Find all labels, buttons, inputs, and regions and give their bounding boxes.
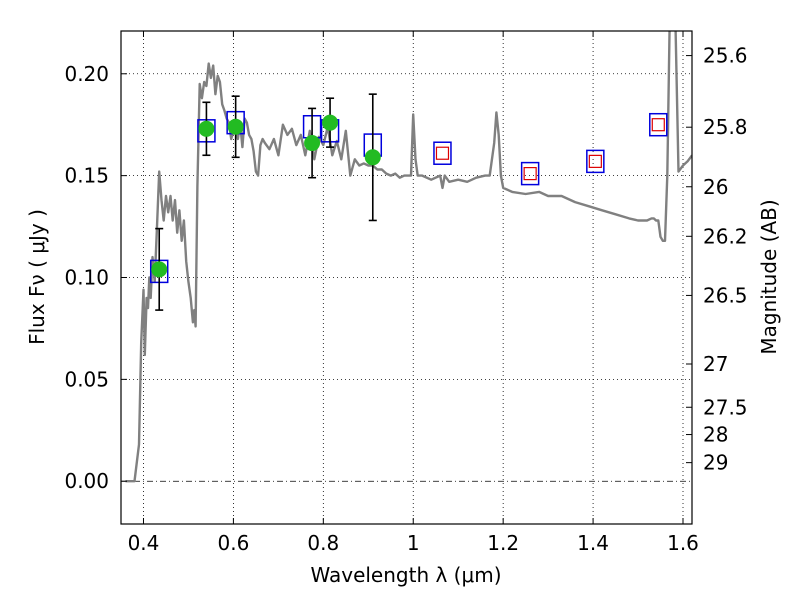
model-flux-box xyxy=(433,141,452,165)
observed-point xyxy=(304,135,321,152)
x-axis-title: Wavelength λ (μm) xyxy=(310,563,501,587)
grid xyxy=(121,31,692,524)
y-tick-label: 0.15 xyxy=(64,164,109,188)
mag-tick-label: 27.5 xyxy=(703,395,748,419)
observed-point xyxy=(227,118,244,135)
mag-tick-label: 27 xyxy=(703,352,728,376)
mag-tick-label: 29 xyxy=(703,451,728,475)
y-tick-label: 0.05 xyxy=(64,367,109,391)
y-tick-label: 0.10 xyxy=(64,266,109,290)
x-tick-label: 0.4 xyxy=(128,531,160,555)
x-tick-label: 0.6 xyxy=(217,531,249,555)
predicted-flux-box xyxy=(523,167,537,181)
ticks: 0.4 0.6 0.8 1 1.2 1.4 1.6 0.00 0.05 0.10 0.15 0.20 2… xyxy=(64,31,748,555)
observed-point xyxy=(151,261,168,278)
y-tick-label: 0.00 xyxy=(64,469,109,493)
plot-area xyxy=(121,31,692,524)
series-layer xyxy=(125,31,692,483)
mag-tick-label: 26 xyxy=(703,175,728,199)
x-tick-label: 1 xyxy=(407,531,420,555)
y-tick-label: 0.20 xyxy=(64,62,109,86)
observed-point xyxy=(364,149,381,166)
x-tick-label: 1.6 xyxy=(667,531,699,555)
mag-tick-label: 25.6 xyxy=(703,44,748,68)
predicted-flux-box xyxy=(588,154,602,168)
mag-tick-label: 25.8 xyxy=(703,115,748,139)
observed-point xyxy=(198,120,215,137)
model-flux-box xyxy=(649,112,668,137)
mag-tick-label: 26.5 xyxy=(703,283,748,307)
x-tick-label: 1.2 xyxy=(487,531,519,555)
x-tick-label: 1.4 xyxy=(577,531,609,555)
y-axis-title: Flux Fν ( μJy ) xyxy=(25,209,49,345)
mag-tick-label: 28 xyxy=(703,423,728,447)
x-tick-label: 0.8 xyxy=(307,531,339,555)
predicted-flux-box xyxy=(651,118,665,132)
y2-axis-title: Magnitude (AB) xyxy=(757,199,781,354)
predicted-flux-box xyxy=(435,146,450,160)
model-flux-box xyxy=(586,149,605,174)
model-flux-box xyxy=(520,161,540,186)
mag-tick-label: 26.2 xyxy=(703,224,748,248)
template-sed-line xyxy=(125,31,692,483)
observed-point xyxy=(322,114,339,131)
